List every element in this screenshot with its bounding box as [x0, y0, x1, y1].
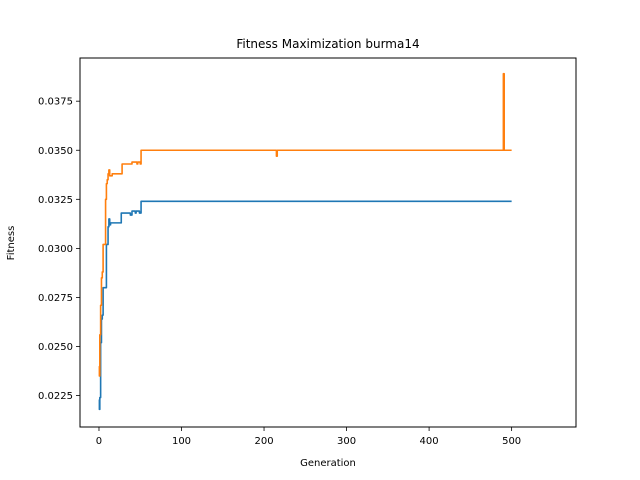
x-tick-label: 200	[254, 436, 273, 447]
y-axis-ticks: 0.0225 0.0250 0.0275 0.0300 0.0325 0.0350 0.03…	[38, 97, 80, 402]
x-tick-label: 0	[96, 436, 102, 447]
plot-lines	[98, 72, 512, 411]
series-line-1	[98, 72, 512, 377]
y-tick-label: 0.0375	[38, 97, 73, 108]
chart-title: Fitness Maximization burma14	[236, 37, 419, 51]
x-tick-label: 400	[420, 436, 439, 447]
x-axis-label: Generation	[300, 458, 356, 469]
y-tick-label: 0.0225	[38, 391, 73, 402]
x-tick-label: 300	[337, 436, 356, 447]
y-tick-label: 0.0275	[38, 293, 73, 304]
y-tick-label: 0.0300	[38, 244, 73, 255]
series-line-0	[98, 200, 512, 411]
y-tick-label: 0.0250	[38, 342, 73, 353]
y-tick-label: 0.0325	[38, 195, 73, 206]
y-axis-label: Fitness	[6, 226, 17, 261]
x-axis-ticks: 0 100 200 300 400 500	[96, 427, 521, 447]
plot-frame	[79, 57, 577, 428]
y-tick-label: 0.0350	[38, 146, 73, 157]
x-tick-label: 100	[172, 436, 191, 447]
x-tick-label: 500	[502, 436, 521, 447]
